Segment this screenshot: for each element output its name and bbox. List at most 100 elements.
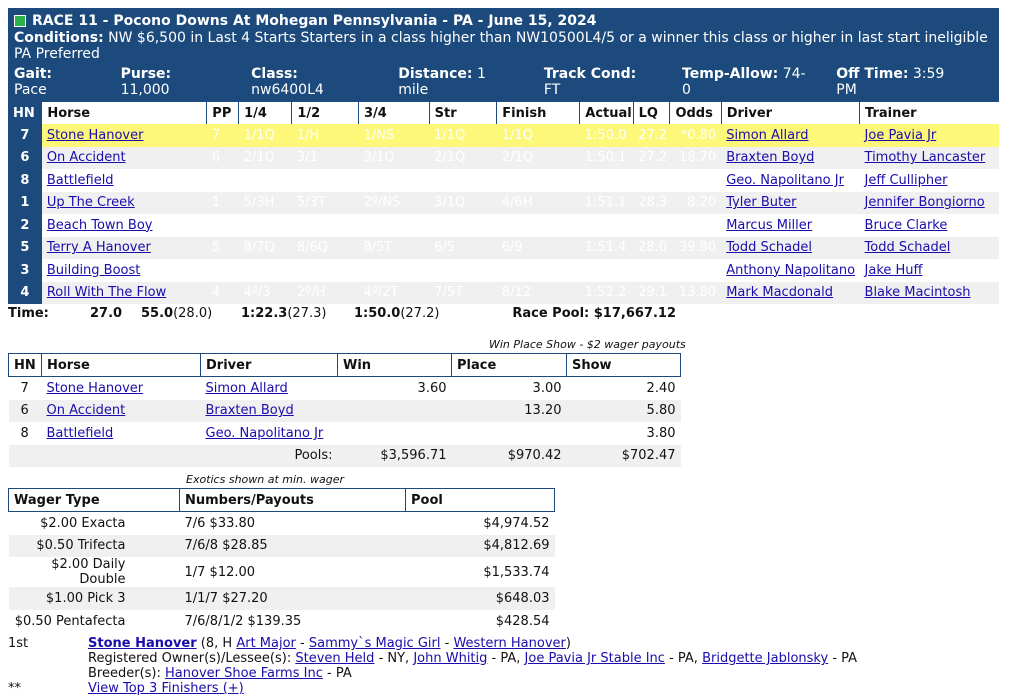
driver-link[interactable]: Marcus Miller <box>726 217 813 233</box>
wager-pool: $428.54 <box>495 613 550 629</box>
result-row: 4 Roll With The Flow 4 4º/3 2º/H 4º/2T 7/5T 8/1… <box>8 281 999 304</box>
col-pp: PP <box>206 102 239 124</box>
driver-link[interactable]: Geo. Napolitano Jr <box>726 172 844 188</box>
odds-cell: 29.80 <box>669 214 722 237</box>
pp-cell: 5 <box>206 236 239 259</box>
wps-horse-link[interactable]: Battlefield <box>46 425 114 441</box>
pools-label: Pools: <box>200 444 338 467</box>
trainer-link[interactable]: Timothy Lancaster <box>864 150 986 166</box>
quarter-cell: 6/4T <box>238 214 292 237</box>
lq-cell: 27.2 <box>633 146 670 169</box>
track-condition-info: Track Cond: FT <box>543 66 637 98</box>
horse-link[interactable]: Building Boost <box>46 262 141 278</box>
wps-row: 8 Battlefield Geo. Napolitano Jr 3.80 <box>9 422 681 445</box>
class-info: Class: nw6400L4 <box>251 66 324 98</box>
col-half: 1/2 <box>291 102 359 124</box>
breeder-link[interactable]: Hanover Shoe Farms Inc <box>165 666 323 681</box>
half-cell: 6/5 <box>291 214 359 237</box>
wager-type: $1.00 Pick 3 <box>8 587 180 610</box>
driver-link[interactable]: Todd Schadel <box>726 240 812 256</box>
exotic-row: $2.00 Exacta 7/6 $33.80 $4,974.52 <box>9 512 555 535</box>
view-top3-row: ** View Top 3 Finishers (+) <box>8 681 857 696</box>
horse-link[interactable]: Beach Town Boy <box>46 217 153 233</box>
hn-cell: 3 <box>8 259 42 282</box>
horse-link[interactable]: On Accident <box>46 150 126 166</box>
quarter-cell: 8/7Q <box>238 236 292 259</box>
driver-link[interactable]: Simon Allard <box>726 127 809 143</box>
finish-cell: 3/5Q <box>496 169 580 192</box>
race-info-bar: Gait: Pace Purse: 11,000 Class: nw6400L4… <box>14 66 991 98</box>
wager-numbers: 1/7 $12.00 <box>184 564 256 580</box>
owners-row: Registered Owner(s)/Lessee(s): Steven He… <box>88 651 858 666</box>
actual-cell: 1:52.1 <box>579 259 634 282</box>
col-three-quarter: 3/4 <box>357 102 430 124</box>
owner-link[interactable]: John Whitig <box>413 651 488 666</box>
damsire-link[interactable]: Western Hanover <box>453 636 566 651</box>
horse-link[interactable]: Battlefield <box>46 172 114 188</box>
quarter-cell: 2/1Q <box>238 146 292 169</box>
driver-link[interactable]: Mark Macdonald <box>726 285 833 301</box>
trainer-link[interactable]: Joe Pavia Jr <box>864 127 937 143</box>
three-quarter-cell: 2º/NS <box>358 191 430 214</box>
wps-driver-link[interactable]: Simon Allard <box>205 380 288 396</box>
three-quarter-cell: 5/2T <box>358 169 430 192</box>
trainer-link[interactable]: Jennifer Bongiorno <box>864 195 985 211</box>
owner-link[interactable]: Joe Pavia Jr Stable Inc <box>524 651 665 666</box>
finish-cell: 2/1Q <box>496 146 580 169</box>
trainer-link[interactable]: Jeff Cullipher <box>864 172 948 188</box>
actual-cell: 1:51.3 <box>579 214 634 237</box>
wps-driver-link[interactable]: Braxten Boyd <box>205 403 294 419</box>
dam-link[interactable]: Sammy`s Magic Girl <box>308 636 441 651</box>
half-cell: 1/H <box>291 124 359 147</box>
three-quarter-time: 1:22.3 (27.3) <box>241 306 327 321</box>
race-title: RACE 11 - Pocono Downs At Mohegan Pennsy… <box>32 13 597 29</box>
result-row: 2 Beach Town Boy 2 6/4T 6/5 7/4Q 5/3T 5/8Q 1:51.… <box>8 214 999 237</box>
wps-row: 7 Stone Hanover Simon Allard 3.60 3.00 2.40 <box>9 377 681 400</box>
finisher-horse-link[interactable]: Stone Hanover <box>88 636 197 651</box>
three-quarter-cell: 6ºº/3H <box>358 259 430 282</box>
three-quarter-cell: 3/1Q <box>358 146 430 169</box>
horse-link[interactable]: Stone Hanover <box>46 127 144 143</box>
odds-cell: 3.60 <box>669 259 722 282</box>
trainer-link[interactable]: Jake Huff <box>864 262 923 278</box>
breeder-label: Breeder(s): <box>88 666 161 681</box>
wps-header-row: HN Horse Driver Win Place Show <box>8 353 681 377</box>
owner-link[interactable]: Steven Held <box>295 651 375 666</box>
pp-cell: 2 <box>206 214 239 237</box>
quarter-cell: 4º/3 <box>238 281 292 304</box>
stretch-cell: 5/3T <box>429 214 497 237</box>
view-top3-link[interactable]: View Top 3 Finishers (+) <box>88 681 244 696</box>
pool-show: $702.47 <box>566 444 681 467</box>
trainer-link[interactable]: Bruce Clarke <box>864 217 948 233</box>
driver-link[interactable]: Anthony Napolitano <box>726 262 856 278</box>
wager-pool: $4,812.69 <box>405 534 555 558</box>
gait-info: Gait: Pace <box>14 66 53 98</box>
horse-link[interactable]: Terry A Hanover <box>46 240 151 256</box>
owner-link[interactable]: Bridgette Jablonsky <box>702 651 829 666</box>
wps-col-place: Place <box>451 353 567 377</box>
half-cell: 5/3T <box>291 191 359 214</box>
driver-link[interactable]: Braxten Boyd <box>726 150 815 166</box>
stars-marker: ** <box>8 681 21 696</box>
stretch-cell: 1/1Q <box>429 124 497 147</box>
actual-cell: 1:50.0 <box>579 124 634 147</box>
wager-numbers: 7/6/8 $28.85 <box>179 534 406 558</box>
ex-col-wager-type: Wager Type <box>8 488 180 512</box>
trainer-link[interactable]: Todd Schadel <box>864 240 951 256</box>
lq-cell: 28.1 <box>633 214 670 237</box>
wps-driver-link[interactable]: Geo. Napolitano Jr <box>205 425 324 441</box>
horse-link[interactable]: Up The Creek <box>46 195 135 211</box>
wps-win <box>337 399 452 422</box>
exotic-row: $2.00 Daily Double 1/7 $12.00 $1,533.74 <box>9 557 555 587</box>
wps-col-show: Show <box>566 353 681 377</box>
horse-link[interactable]: Roll With The Flow <box>46 285 167 301</box>
wps-horse-link[interactable]: Stone Hanover <box>46 380 144 396</box>
sire-link[interactable]: Art Major <box>236 636 296 651</box>
col-horse: Horse <box>41 102 207 124</box>
driver-link[interactable]: Tyler Buter <box>726 195 797 211</box>
ex-col-numbers: Numbers/Payouts <box>179 488 406 512</box>
wps-col-hn: HN <box>8 353 42 377</box>
wps-horse-link[interactable]: On Accident <box>46 403 126 419</box>
trainer-link[interactable]: Blake Macintosh <box>864 285 971 301</box>
finisher-age-sex: (8, H <box>200 636 233 651</box>
